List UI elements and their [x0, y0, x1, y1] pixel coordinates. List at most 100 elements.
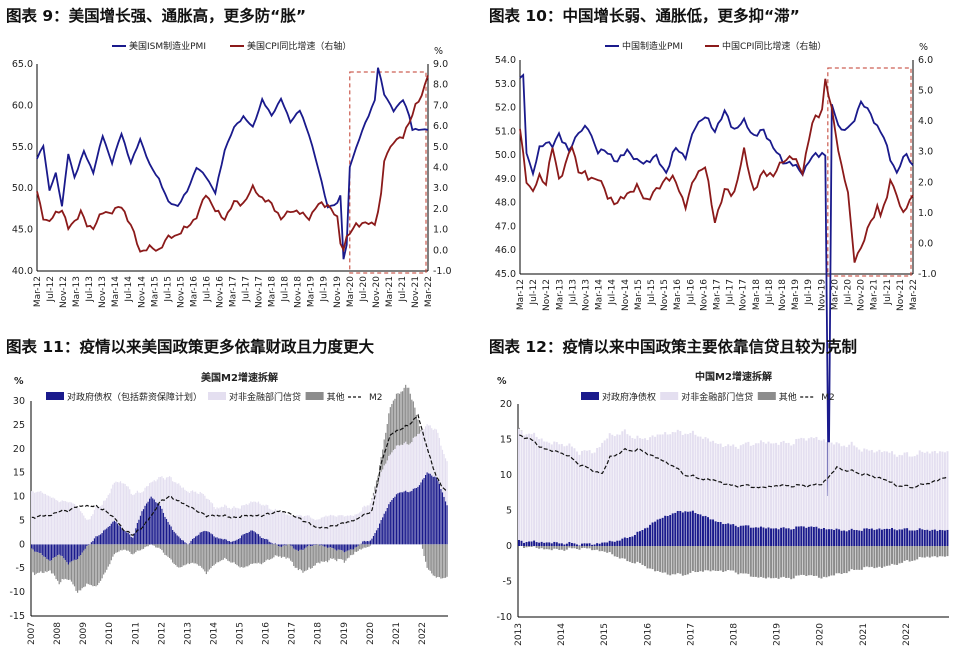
bar-segment — [767, 527, 770, 546]
bar-segment — [247, 504, 249, 533]
bar-segment — [394, 496, 396, 545]
bar-segment — [666, 434, 669, 516]
bar-segment — [126, 532, 128, 545]
bar-segment — [591, 544, 594, 546]
y2-tick-label: 1.0 — [433, 225, 448, 236]
bar-segment — [227, 540, 229, 545]
x-tick-label: Jul-20 — [359, 276, 369, 303]
bar-segment — [389, 454, 391, 502]
bar-segment — [43, 556, 45, 574]
series-line-m2 — [519, 434, 948, 489]
bar-segment — [415, 436, 418, 488]
bar-segment — [644, 546, 646, 567]
bar-segment — [306, 515, 309, 545]
bar-segment — [444, 501, 447, 545]
legend-swatch — [757, 392, 776, 400]
bar-segment — [354, 547, 356, 552]
bar-segment — [754, 527, 757, 546]
bar-segment — [810, 546, 813, 576]
bar-segment — [707, 438, 710, 518]
bar-segment — [770, 528, 773, 546]
bar-segment — [908, 530, 911, 546]
bar-segment — [656, 546, 659, 571]
bar-segment — [926, 546, 929, 557]
bar-segment — [568, 443, 571, 542]
bar-segment — [392, 400, 395, 451]
bar-segment — [395, 494, 398, 545]
bar-segment — [446, 505, 448, 545]
bar-segment — [686, 546, 689, 575]
bar-segment — [222, 544, 224, 560]
bar-segment — [299, 514, 301, 545]
bar-segment — [833, 529, 836, 546]
y2-tick-label: 0.0 — [918, 238, 933, 249]
bar-segment — [391, 499, 393, 545]
bar-segment — [133, 544, 135, 554]
bar-segment — [144, 544, 146, 548]
bar-segment — [790, 529, 793, 546]
line-chart-cn: 45.0 46.0 47.0 48.0 49.0 50.0 51.0 52.0 53.0 54.0… — [495, 40, 937, 497]
bar-segment — [772, 443, 775, 529]
bar-segment — [159, 476, 161, 506]
bar-segment — [374, 491, 376, 534]
bar-segment — [833, 444, 836, 530]
bar-segment — [336, 516, 338, 545]
bar-segment — [727, 523, 730, 546]
bar-segment — [224, 504, 226, 539]
x-tick-label: Jul-12 — [529, 279, 539, 306]
x-tick-label: 2009 — [79, 622, 89, 645]
bar-segment — [787, 546, 790, 578]
bar-segment — [435, 477, 437, 545]
bar-segment — [130, 493, 132, 537]
bar-segment — [158, 544, 160, 548]
series-line — [36, 67, 429, 260]
bar-segment — [853, 445, 856, 530]
bar-segment — [795, 439, 798, 527]
bar-segment — [916, 530, 919, 546]
bar-segment — [228, 544, 230, 562]
x-tick-label: 2018 — [314, 622, 324, 645]
bar-segment — [626, 434, 629, 538]
bar-segment — [198, 493, 200, 535]
bar-segment — [237, 544, 240, 567]
x-tick-label: Nov-19 — [817, 279, 827, 311]
y-tick-label: 46.0 — [495, 245, 516, 256]
bar-segment — [314, 520, 316, 545]
bar-segment — [938, 529, 941, 546]
legend-swatch — [660, 392, 679, 400]
bar-segment — [345, 551, 347, 561]
bar-segment — [538, 542, 541, 546]
bar-segment — [257, 544, 260, 563]
bar-segment — [428, 473, 430, 545]
bar-segment — [81, 544, 83, 553]
bar-segment — [241, 505, 243, 536]
bar-segment — [162, 478, 165, 513]
bar-segment — [283, 544, 286, 546]
y2-tick-label: 6.0 — [918, 55, 933, 66]
bar-segment — [840, 530, 843, 546]
bar-segment — [402, 444, 404, 493]
bar-segment — [701, 546, 704, 572]
bar-segment — [431, 475, 433, 545]
x-tick-label: 2014 — [209, 622, 219, 645]
x-tick-label: Jul-15 — [163, 276, 173, 303]
bar-segment — [928, 530, 931, 546]
x-tick-label: Nov-17 — [255, 276, 265, 308]
bar-segment — [649, 546, 652, 569]
bar-segment — [175, 544, 177, 566]
y2-tick-label: 2.0 — [918, 177, 933, 188]
legend-swatch — [46, 392, 64, 400]
bar-segment — [116, 544, 119, 553]
y-tick-label: 55.0 — [12, 142, 33, 153]
bar-segment — [196, 493, 198, 536]
bar-segment — [681, 546, 684, 576]
bar-segment — [280, 546, 283, 558]
bar-segment — [717, 521, 720, 546]
bar-segment — [386, 423, 388, 461]
bar-segment — [282, 544, 284, 546]
bar-segment — [712, 546, 715, 571]
bar-segment — [873, 452, 876, 530]
bar-segment — [193, 544, 195, 564]
bar-segment — [225, 544, 227, 560]
x-tick-label: 2020 — [366, 622, 376, 645]
